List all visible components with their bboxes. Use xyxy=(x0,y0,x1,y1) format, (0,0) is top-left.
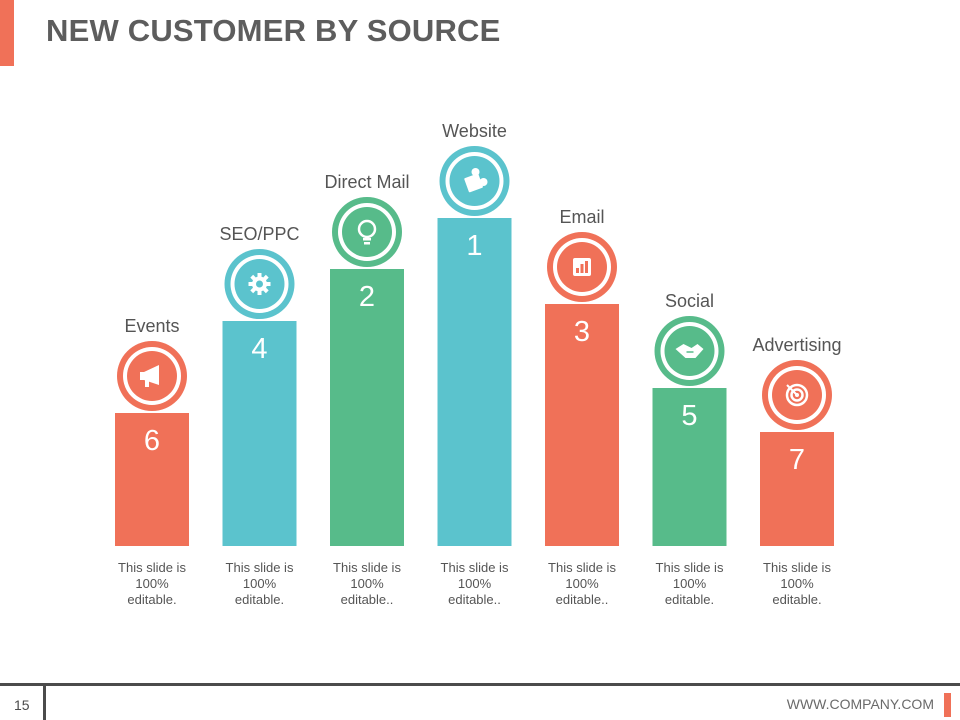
rank-label: 6 xyxy=(144,425,160,457)
description-line: editable.. xyxy=(448,592,501,607)
bar-chart-icon-bar xyxy=(576,268,579,273)
bar-website xyxy=(437,218,512,546)
megaphone-icon xyxy=(140,365,159,387)
description-line: This slide is xyxy=(226,560,294,575)
megaphone-icon-handle xyxy=(145,380,149,387)
rank-label: 4 xyxy=(251,333,267,365)
description-line: 100% xyxy=(565,576,599,591)
description-line: editable. xyxy=(772,592,821,607)
category-label: SEO/PPC xyxy=(219,224,299,244)
rank-label: 5 xyxy=(681,400,697,432)
lightbulb-icon-base xyxy=(363,238,371,241)
rank-label: 1 xyxy=(466,230,482,262)
description-line: This slide is xyxy=(763,560,831,575)
gear-icon-hole xyxy=(256,280,263,288)
description-line: 100% xyxy=(135,576,169,591)
page-number: 15 xyxy=(14,697,30,713)
bar-chart-icon-bar xyxy=(580,264,584,273)
target-icon-ring xyxy=(785,383,809,407)
category-label: Email xyxy=(559,207,604,227)
description-line: This slide is xyxy=(548,560,616,575)
description-line: This slide is xyxy=(333,560,401,575)
lightbulb-icon xyxy=(357,219,377,245)
puzzle-icon xyxy=(464,168,488,193)
puzzle-icon-piece xyxy=(464,173,483,193)
description-line: This slide is xyxy=(118,560,186,575)
title-accent-bar xyxy=(0,0,14,66)
description-line: editable.. xyxy=(556,592,609,607)
category-label: Social xyxy=(665,291,714,311)
puzzle-icon-knob-right xyxy=(479,178,488,186)
lightbulb-icon-bulb xyxy=(357,219,377,239)
lightbulb-icon-base-tip xyxy=(364,242,370,245)
footer-rule xyxy=(0,683,960,686)
bar-direct-mail xyxy=(330,269,404,546)
footer-divider xyxy=(43,686,46,720)
footer-accent-bar xyxy=(944,693,951,717)
rank-label: 2 xyxy=(359,281,375,313)
category-label: Direct Mail xyxy=(324,172,409,192)
description-line: This slide is xyxy=(656,560,724,575)
target-icon-ring xyxy=(790,388,804,402)
description-line: This slide is xyxy=(441,560,509,575)
description-line: 100% xyxy=(458,576,492,591)
rank-label: 3 xyxy=(574,316,590,348)
megaphone-icon-mouth xyxy=(140,372,145,380)
bar-social xyxy=(652,388,727,546)
category-label: Advertising xyxy=(752,335,841,355)
description-line: editable. xyxy=(665,592,714,607)
icon-badge-disk xyxy=(342,207,392,257)
bar-email xyxy=(545,304,619,546)
description-line: 100% xyxy=(350,576,384,591)
description-line: editable. xyxy=(127,592,176,607)
description-line: 100% xyxy=(243,576,277,591)
bar-events xyxy=(115,413,189,546)
bar-chart-icon-bar xyxy=(585,261,588,273)
puzzle-icon-knob-top xyxy=(471,168,480,176)
slide-title: NEW CUSTOMER BY SOURCE xyxy=(46,13,501,48)
bar-chart-icon xyxy=(573,258,591,276)
description-line: editable. xyxy=(235,592,284,607)
target-icon xyxy=(785,383,809,407)
bar-advertising xyxy=(760,432,834,546)
category-label: Events xyxy=(124,316,179,336)
bar-seo-ppc xyxy=(222,321,297,546)
company-url[interactable]: WWW.COMPANY.COM xyxy=(786,696,934,712)
target-icon-arrow xyxy=(786,384,798,396)
description-line: editable.. xyxy=(341,592,394,607)
category-label: Website xyxy=(442,121,507,141)
handshake-icon-shape xyxy=(675,344,704,358)
handshake-icon xyxy=(675,344,704,358)
rank-label: 7 xyxy=(789,444,805,476)
description-line: 100% xyxy=(780,576,814,591)
description-line: 100% xyxy=(673,576,707,591)
gear-icon xyxy=(248,273,271,295)
